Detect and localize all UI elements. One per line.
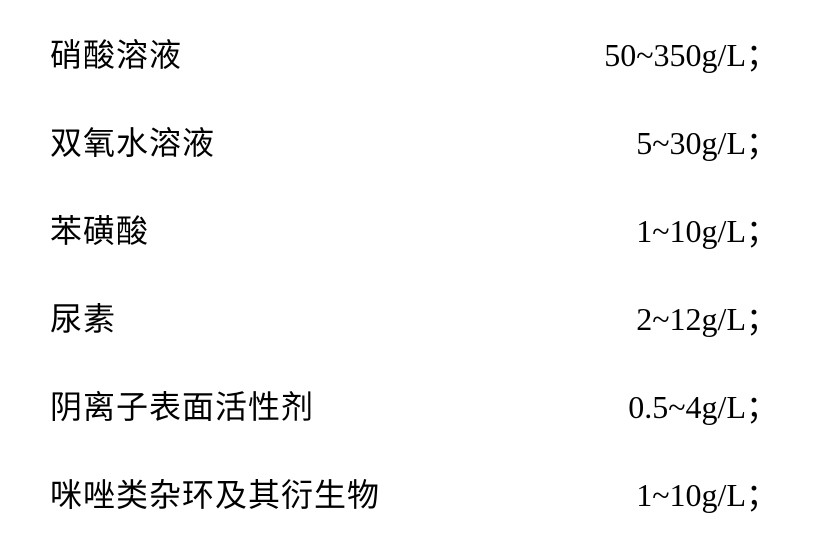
chemical-composition-table: 硝酸溶液 50~350g/L； 双氧水溶液 5~30g/L； 苯磺酸 1~10g… [50, 30, 778, 516]
table-row: 苯磺酸 1~10g/L； [50, 206, 778, 252]
concentration-value: 1~10g/L； [470, 206, 778, 252]
table-row: 硝酸溶液 50~350g/L； [50, 30, 778, 76]
table-row: 双氧水溶液 5~30g/L； [50, 118, 778, 164]
chemical-label: 阴离子表面活性剂 [50, 382, 470, 428]
chemical-label: 双氧水溶液 [50, 118, 470, 164]
chemical-label: 苯磺酸 [50, 206, 470, 252]
chemical-label: 咪唑类杂环及其衍生物 [50, 470, 470, 516]
concentration-value: 5~30g/L； [470, 118, 778, 164]
concentration-value: 2~12g/L； [470, 294, 778, 340]
table-row: 阴离子表面活性剂 0.5~4g/L； [50, 382, 778, 428]
chemical-label: 硝酸溶液 [50, 30, 470, 76]
concentration-value: 50~350g/L； [470, 30, 778, 76]
chemical-label: 尿素 [50, 294, 470, 340]
table-row: 咪唑类杂环及其衍生物 1~10g/L； [50, 470, 778, 516]
concentration-value: 1~10g/L； [470, 470, 778, 516]
table-row: 尿素 2~12g/L； [50, 294, 778, 340]
concentration-value: 0.5~4g/L； [470, 382, 778, 428]
